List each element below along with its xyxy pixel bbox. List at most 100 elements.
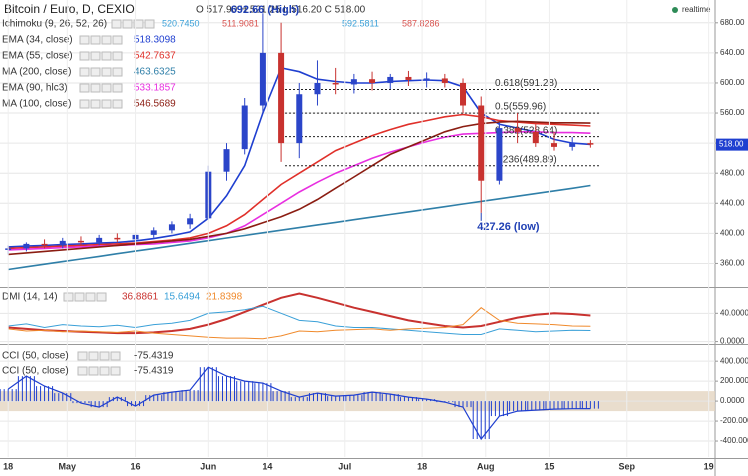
candle-body	[550, 143, 557, 147]
icon-button[interactable]	[112, 51, 123, 61]
icon-button[interactable]	[101, 67, 112, 77]
candle-body	[259, 52, 266, 106]
icon-button[interactable]	[79, 83, 90, 93]
candle-body	[532, 131, 539, 144]
x-tick-label: 16	[131, 461, 141, 471]
legend-name: EMA (34, close)	[2, 35, 73, 46]
legend-name: CCI (50, close)	[2, 351, 69, 362]
series-line	[7, 366, 591, 441]
icon-button[interactable]	[74, 292, 85, 302]
legend-value: 21.8398	[206, 292, 243, 303]
icon-button[interactable]	[90, 67, 101, 77]
icon-button[interactable]	[90, 83, 101, 93]
series-line	[8, 307, 591, 340]
icon-button[interactable]	[144, 19, 155, 29]
icon-button[interactable]	[112, 35, 123, 45]
y-tick-label: 40.0000	[720, 308, 748, 317]
candle-body	[496, 128, 503, 181]
ohlc-readout: O 517.90 H 521.25 L 516.20 C 518.00	[196, 5, 366, 16]
y-tick-label: 200.0000	[720, 376, 748, 385]
candle-body	[514, 128, 521, 132]
candle-body	[350, 79, 357, 85]
x-tick-label: 14	[262, 461, 272, 471]
candle-body	[114, 237, 121, 240]
candle-body	[405, 76, 412, 80]
icon-button[interactable]	[99, 351, 110, 361]
icon-button[interactable]	[79, 51, 90, 61]
icon-button[interactable]	[90, 35, 101, 45]
icon-button[interactable]	[110, 351, 121, 361]
icon-button[interactable]	[112, 67, 123, 77]
candle-body	[23, 243, 30, 249]
series-line	[8, 113, 591, 250]
fib-label: 0.618(591.28)	[495, 78, 557, 89]
icon-button[interactable]	[101, 51, 112, 61]
icon-button[interactable]	[90, 51, 101, 61]
chart-title: Bitcoin / Euro, D, CEXIO	[4, 2, 135, 16]
icon-button[interactable]	[63, 292, 74, 302]
legend-value: 36.8861	[122, 292, 159, 303]
status: realtime	[682, 5, 711, 14]
candle-body	[41, 243, 48, 246]
legend-value: 592.5811	[342, 18, 379, 28]
candle-body	[569, 143, 576, 147]
icon-button[interactable]	[88, 366, 99, 376]
icon-button[interactable]	[88, 351, 99, 361]
icon-button[interactable]	[112, 99, 123, 109]
icon-button[interactable]	[111, 19, 122, 29]
candle-body	[441, 78, 448, 83]
icon-button[interactable]	[96, 292, 107, 302]
y-tick-label: 400.0000	[720, 356, 748, 365]
candle-body	[241, 105, 248, 150]
x-tick-label: 15	[544, 461, 554, 471]
icon-button[interactable]	[101, 35, 112, 45]
candle-body	[369, 79, 376, 83]
legend-name: MA (200, close)	[2, 67, 71, 78]
last-price-box	[716, 138, 748, 151]
candle-body	[478, 105, 485, 181]
icon-button[interactable]	[77, 351, 88, 361]
icon-button[interactable]	[101, 83, 112, 93]
fib-label: .236(489.89)	[500, 154, 557, 165]
y-tick-label: 600.00	[720, 78, 745, 87]
x-tick-label: 19	[704, 461, 714, 471]
series-line	[8, 66, 591, 248]
fib-label: 0.5(559.96)	[495, 102, 546, 113]
icon-button[interactable]	[85, 292, 96, 302]
candle-body	[423, 78, 430, 80]
icon-button[interactable]	[90, 99, 101, 109]
candle-body	[59, 240, 66, 246]
legend-value: 587.8286	[402, 18, 440, 28]
legend-value: -75.4319	[134, 366, 174, 377]
icon-button[interactable]	[79, 67, 90, 77]
icon-button[interactable]	[77, 366, 88, 376]
icon-button[interactable]	[79, 99, 90, 109]
y-tick-label: 0.0000	[720, 337, 745, 346]
y-tick-label: 680.00	[720, 18, 745, 27]
legend-value: 542.7637	[134, 51, 176, 62]
candle-body	[96, 237, 103, 243]
legend-name: Ichimoku (9, 26, 52, 26)	[2, 19, 107, 30]
icon-button[interactable]	[101, 99, 112, 109]
icon-button[interactable]	[110, 366, 121, 376]
x-tick-label: Aug	[477, 461, 495, 471]
legend-name: EMA (55, close)	[2, 51, 73, 62]
x-tick-label: Sep	[619, 461, 636, 471]
series-line	[8, 305, 591, 335]
icon-button[interactable]	[133, 19, 144, 29]
y-tick-label: 400.00	[720, 228, 745, 237]
legend-value: -75.4319	[134, 351, 174, 362]
candle-body	[223, 149, 230, 172]
candle-body	[150, 230, 157, 235]
icon-button[interactable]	[99, 366, 110, 376]
legend-value: 533.1857	[134, 83, 176, 94]
y-tick-label: 560.00	[720, 108, 745, 117]
legend-name: CCI (50, close)	[2, 366, 69, 377]
icon-button[interactable]	[112, 83, 123, 93]
candle-body	[587, 143, 594, 145]
icon-button[interactable]	[122, 19, 133, 29]
x-tick-label: Jul	[338, 461, 351, 471]
icon-button[interactable]	[79, 35, 90, 45]
y-tick-label: 440.00	[720, 198, 745, 207]
